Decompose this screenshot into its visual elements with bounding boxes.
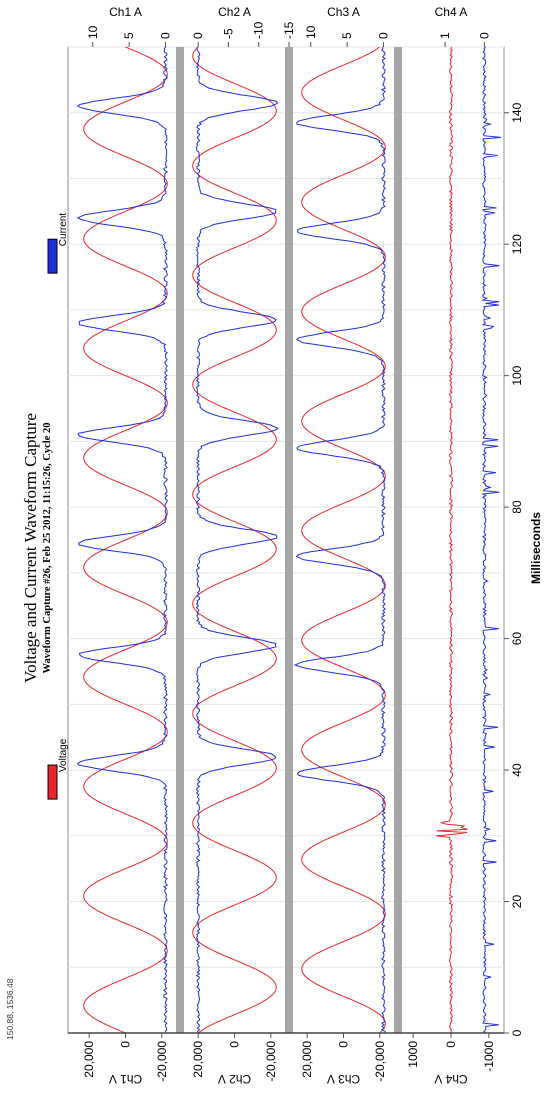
chart-subtitle: Waveform Capture #26, Feb 25 2012, 11:15… [42, 423, 53, 674]
ch3-current-tick-label: 5 [340, 32, 354, 39]
ch2-current-tick-label: -15 [282, 21, 296, 39]
ch3-current-tick-label: 10 [304, 25, 318, 39]
ch4-current-axis-label: Ch4 A [435, 5, 468, 19]
ch1-current-tick-label: 5 [122, 32, 136, 39]
ch1-current-line [76, 46, 168, 1034]
ch3-current-line [293, 46, 387, 1034]
ch1-current-tick-label: 10 [86, 25, 100, 39]
ch2-current-line [195, 46, 279, 1034]
legend-label-voltage: Voltage [58, 738, 69, 772]
ch3-current-tick-label: 0 [376, 32, 390, 39]
ch3-voltage-axis-label: Ch3 V [327, 1072, 360, 1086]
x-tick-label: 80 [510, 500, 524, 514]
ch1-voltage-tick-label: 20,000 [82, 1041, 96, 1078]
ch1-voltage-axis-label: Ch1 V [109, 1072, 142, 1086]
chart-title: Voltage and Current Waveform Capture [21, 413, 40, 683]
ch2-current-tick-label: 0 [191, 32, 205, 39]
ch4-current-tick-label: 0 [477, 32, 491, 39]
ch1-current-tick-label: 0 [158, 32, 172, 39]
ch3-current-axis-label: Ch3 A [327, 5, 360, 19]
ch3-voltage-tick-label: 20,000 [300, 1041, 314, 1078]
ch1-voltage-tick-label: -20,000 [155, 1041, 169, 1082]
ch4-voltage-tick-label: -1000 [482, 1041, 496, 1072]
x-tick-label: 60 [510, 632, 524, 646]
ch2-voltage-tick-label: -20,000 [264, 1041, 278, 1082]
x-tick-label: 40 [510, 763, 524, 777]
ch4-voltage-tick-label: 0 [444, 1041, 458, 1048]
ch2-voltage-tick-label: 20,000 [191, 1041, 205, 1078]
ch2-voltage-axis-label: Ch2 V [218, 1072, 251, 1086]
legend-swatch-voltage [47, 764, 58, 800]
ch4-current-tick-label: 1 [438, 32, 452, 39]
ch1-voltage-tick-label: 0 [119, 1041, 133, 1048]
legend-label-current: Current [58, 213, 69, 247]
ch3-voltage-tick-label: -20,000 [373, 1041, 387, 1082]
cursor-readout: 150.88, 1536.48 [5, 978, 15, 1040]
ch2-voltage-tick-label: 0 [228, 1041, 242, 1048]
ch4-current-line [481, 46, 501, 1034]
ch4-voltage-tick-label: 1000 [406, 1041, 420, 1068]
x-axis-label: Milliseconds [529, 512, 543, 584]
ch4-voltage-line [436, 46, 468, 1034]
x-tick-label: 0 [510, 1029, 524, 1036]
ch3-voltage-tick-label: 0 [337, 1041, 351, 1048]
panel-separator [285, 47, 293, 1033]
ch1-voltage-line [83, 46, 168, 1034]
ch2-current-tick-label: -5 [221, 28, 235, 39]
x-tick-label: 120 [510, 234, 524, 254]
x-tick-label: 140 [510, 102, 524, 122]
x-tick-label: 100 [510, 365, 524, 385]
x-tick-label: 20 [510, 895, 524, 909]
panel-separator [176, 47, 184, 1033]
legend-swatch-current [47, 238, 58, 274]
ch1-current-axis-label: Ch1 A [109, 5, 142, 19]
ch2-current-axis-label: Ch2 A [218, 5, 251, 19]
ch3-voltage-line [301, 46, 386, 1034]
panel-separator [394, 47, 402, 1033]
ch4-voltage-axis-label: Ch4 V [434, 1072, 467, 1086]
ch2-current-tick-label: -10 [252, 21, 266, 39]
